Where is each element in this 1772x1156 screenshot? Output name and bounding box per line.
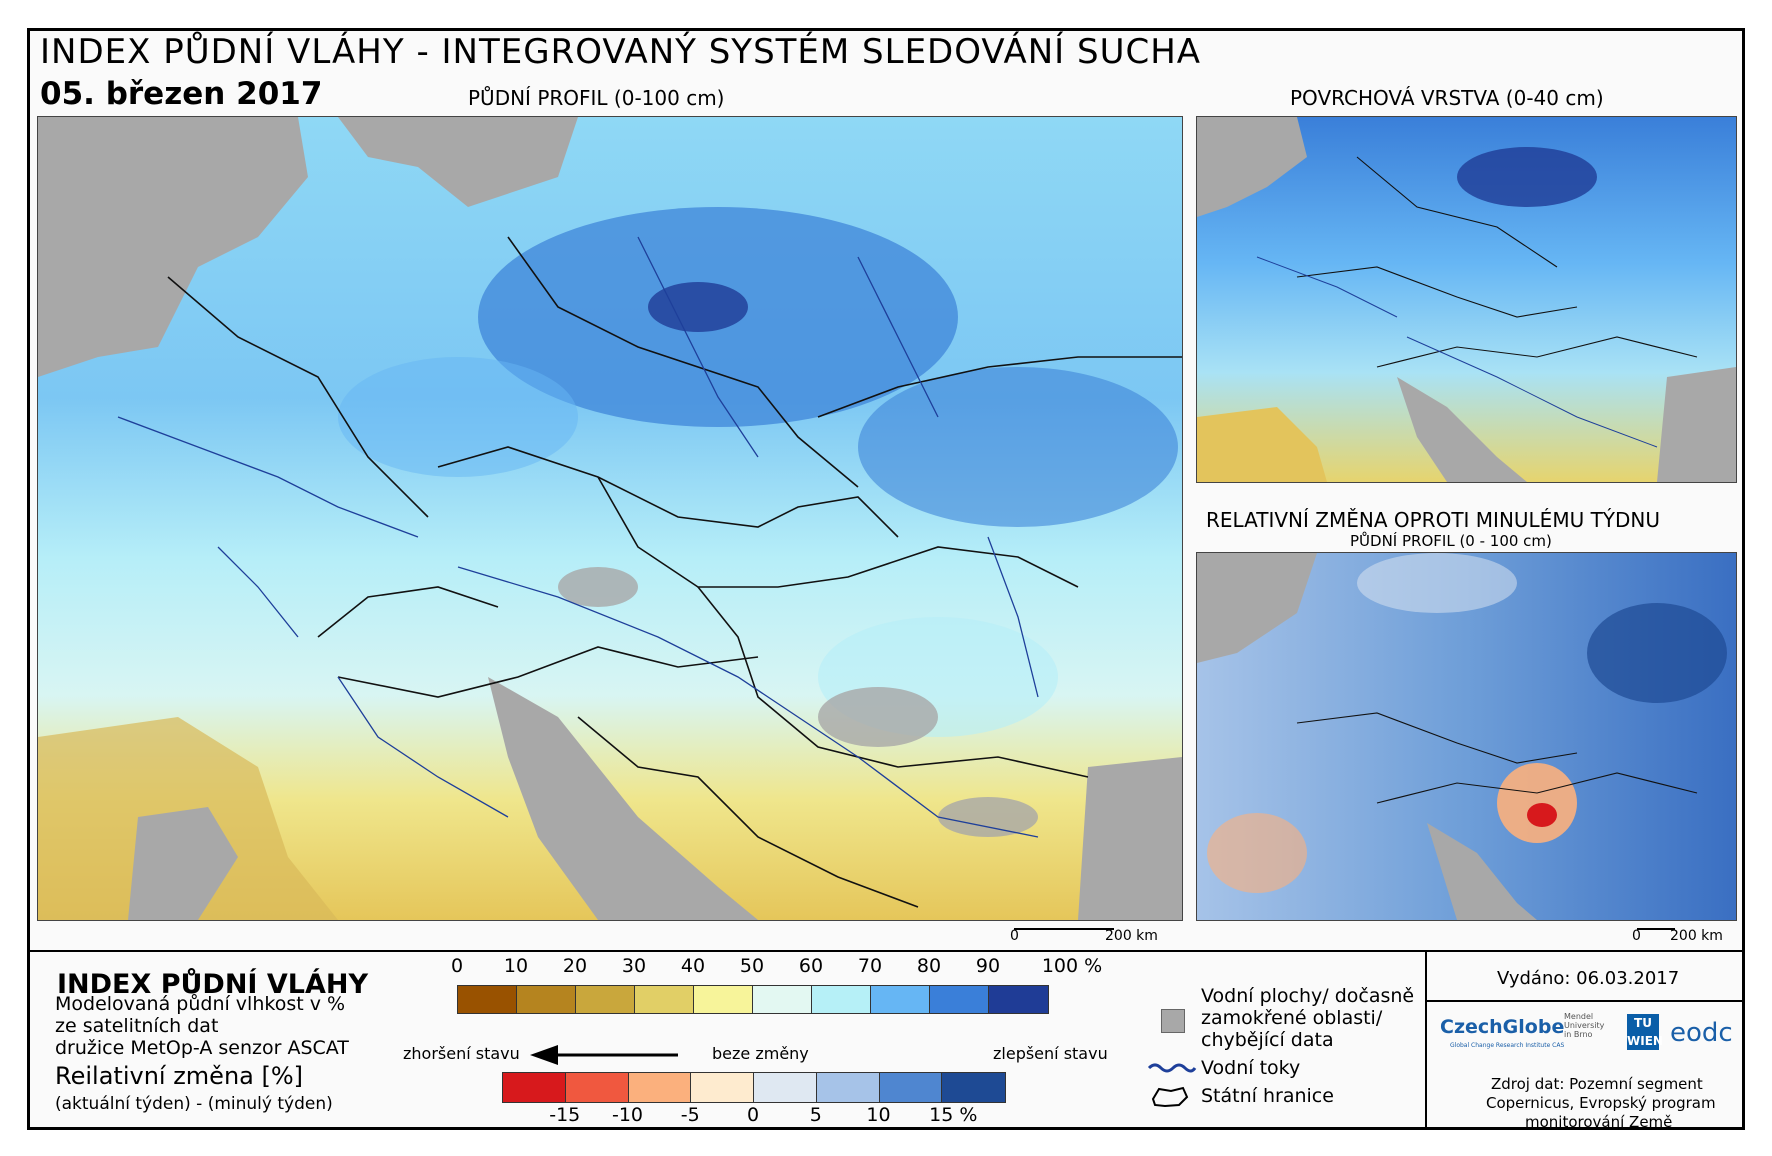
tu-wien-logo: TU WIEN	[1627, 1014, 1663, 1050]
source-line-2: Copernicus, Evropský program	[1486, 1094, 1716, 1112]
small-scale-zero: 0	[1632, 928, 1641, 944]
relative-change-map	[1196, 552, 1737, 921]
index-tick-label: 20	[562, 955, 588, 977]
rivers-label: Vodní toky	[1201, 1057, 1301, 1079]
legend-desc-3: družice MetOp-A senzor ASCAT	[55, 1037, 349, 1059]
change-swatch	[754, 1073, 817, 1102]
index-tick-label: 90	[975, 955, 1001, 977]
nodata-swatch	[1161, 1009, 1185, 1033]
worse-label: zhoršení stavu	[403, 1044, 520, 1063]
index-swatch	[930, 986, 989, 1013]
small-scale-label: 200 km	[1670, 928, 1723, 944]
change-tick-label: 15 %	[929, 1104, 978, 1126]
change-swatch	[503, 1073, 566, 1102]
index-tick-label: 60	[798, 955, 824, 977]
change-tick-label: -10	[611, 1104, 644, 1126]
index-swatch	[989, 986, 1048, 1013]
czechglobe-subtitle: Global Change Research Institute CAS	[1450, 1042, 1565, 1049]
change-map-label: RELATIVNÍ ZMĚNA OPROTI MINULÉMU TÝDNU	[1206, 508, 1661, 532]
change-swatch	[691, 1073, 754, 1102]
legend-desc-2: ze satelitních dat	[55, 1015, 219, 1037]
index-swatch	[871, 986, 930, 1013]
index-color-bar	[457, 985, 1049, 1014]
index-tick-label: 70	[857, 955, 883, 977]
legend-divider	[27, 950, 1745, 952]
index-tick-label: 50	[739, 955, 765, 977]
change-swatch	[628, 1073, 692, 1102]
index-swatch	[753, 986, 812, 1013]
arrow-left-icon	[530, 1045, 678, 1065]
index-tick-label: 80	[916, 955, 942, 977]
legend-desc-1: Modelovaná půdní vlhkost v %	[55, 993, 346, 1015]
issued-divider	[1425, 1000, 1745, 1002]
main-scale-label: 200 km	[1105, 928, 1158, 944]
change-swatch	[879, 1073, 943, 1102]
index-tick-label: 40	[680, 955, 706, 977]
better-label: zlepšení stavu	[993, 1044, 1108, 1063]
index-tick-label: 100 %	[1041, 955, 1103, 977]
change-tick-label: -15	[549, 1104, 581, 1126]
page-title: INDEX PŮDNÍ VLÁHY - INTEGROVANÝ SYSTÉM S…	[40, 32, 1202, 72]
change-tick-label: -5	[680, 1104, 700, 1126]
nodata-label-1: Vodní plochy/ dočasně	[1201, 985, 1415, 1007]
source-line-1: Zdroj dat: Pozemní segment	[1491, 1075, 1703, 1093]
index-tick-label: 10	[503, 955, 529, 977]
index-swatch	[576, 986, 635, 1013]
change-color-bar	[502, 1072, 1006, 1103]
index-swatch	[694, 986, 753, 1013]
index-swatch	[635, 986, 694, 1013]
mendel-logo: Mendel University in Brno	[1564, 1012, 1605, 1039]
issued-date: Vydáno: 06.03.2017	[1497, 968, 1680, 989]
change-tick-label: 5	[809, 1104, 822, 1126]
date-label: 05. březen 2017	[40, 76, 323, 112]
change-desc: (aktuální týden) - (minulý týden)	[55, 1094, 333, 1114]
eodc-logo: eodc	[1670, 1018, 1733, 1048]
borders-label: Státní hranice	[1201, 1085, 1334, 1107]
change-swatch	[816, 1073, 880, 1102]
surface-map-label: POVRCHOVÁ VRSTVA (0-40 cm)	[1290, 86, 1604, 110]
nodata-label-2: zamokřené oblasti/	[1201, 1007, 1383, 1029]
main-map-label: PŮDNÍ PROFIL (0-100 cm)	[468, 86, 725, 110]
no-change-label: beze změny	[712, 1044, 809, 1063]
change-swatch	[565, 1073, 629, 1102]
border-outline-icon	[1151, 1086, 1189, 1108]
legend-title: INDEX PŮDNÍ VLÁHY	[57, 969, 369, 1000]
main-scale-zero: 0	[1010, 928, 1019, 944]
index-tick-label: 30	[621, 955, 647, 977]
nodata-label-3: chybějící data	[1201, 1029, 1334, 1051]
change-tick-label: 0	[746, 1104, 760, 1126]
czechglobe-logo: CzechGlobe	[1440, 1016, 1565, 1038]
source-line-3: monitorování Země	[1525, 1113, 1673, 1131]
index-swatch	[517, 986, 576, 1013]
main-soil-profile-map	[37, 116, 1183, 921]
river-line-icon	[1147, 1063, 1197, 1073]
change-title: Reilativní změna [%]	[55, 1062, 304, 1090]
main-scale-bar	[1014, 928, 1114, 930]
info-divider	[1425, 952, 1427, 1130]
change-swatch	[942, 1073, 1005, 1102]
index-swatch	[812, 986, 871, 1013]
surface-layer-map	[1196, 116, 1737, 483]
change-map-sublabel: PŮDNÍ PROFIL (0 - 100 cm)	[1350, 532, 1552, 550]
index-swatch	[458, 986, 517, 1013]
index-tick-label: 0	[450, 955, 464, 977]
small-scale-bar	[1637, 928, 1675, 930]
change-tick-label: 10	[866, 1104, 891, 1126]
